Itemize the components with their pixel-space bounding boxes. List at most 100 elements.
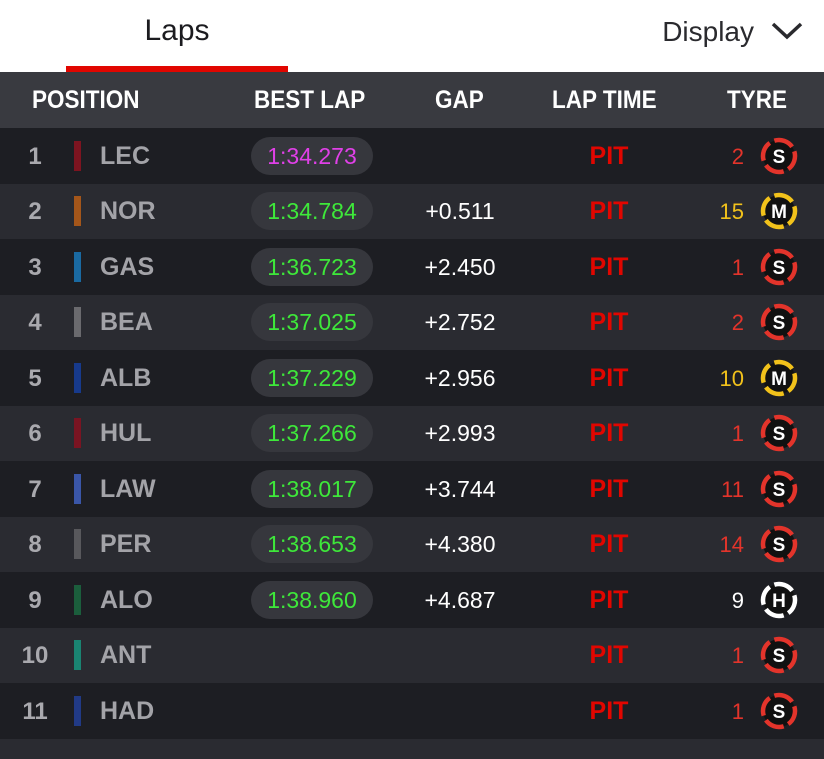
tyre-compound: M [771, 369, 787, 390]
row-bg[interactable] [0, 683, 824, 739]
gap: +2.450 [424, 253, 496, 280]
table-header [0, 72, 824, 128]
tyre-compound: S [773, 313, 786, 334]
column-header: LAP TIME [552, 86, 657, 114]
tyre-laps: 11 [721, 476, 744, 502]
tyre-laps: 10 [719, 365, 744, 391]
driver: ANT [100, 641, 152, 670]
best-lap: 1:37.025 [251, 303, 373, 342]
tyre-circle [760, 304, 798, 341]
team-color [74, 362, 81, 393]
row-bg[interactable] [0, 183, 824, 240]
best-lap: 1:38.017 [251, 469, 373, 508]
lap-time: PIT [589, 308, 629, 337]
position: 4 [28, 309, 42, 337]
position: 8 [28, 531, 42, 559]
tyre-laps: 2 [731, 310, 744, 336]
team-color [74, 529, 81, 560]
lap-time: PIT [589, 252, 629, 281]
lap-time: PIT [589, 474, 629, 503]
driver: LEC [100, 141, 150, 170]
team-color [74, 307, 81, 338]
tyre-compound: S [773, 147, 786, 168]
best-lap: 1:37.266 [251, 414, 373, 453]
column-header: BEST LAP [254, 86, 366, 114]
tyre-icon: S [758, 301, 800, 343]
tyre-laps: 2 [731, 143, 744, 169]
row-bg[interactable] [0, 405, 824, 462]
team-color [74, 640, 81, 671]
lap-time: PIT [589, 419, 629, 448]
tyre-ring: S [760, 248, 798, 285]
tyre-ring: S [760, 470, 798, 507]
position: 7 [28, 475, 42, 503]
column-header: GAP [435, 86, 484, 114]
team-color [74, 584, 81, 615]
tyre-ring: S [760, 415, 798, 452]
tyre-ring: S [760, 137, 798, 174]
best-lap: 1:37.229 [251, 358, 373, 397]
driver: HUL [100, 419, 152, 448]
gap: +3.744 [424, 475, 496, 502]
team-color [74, 140, 81, 171]
tyre-icon: S [758, 135, 800, 177]
driver: BEA [100, 308, 153, 337]
lap-time: PIT [589, 585, 629, 614]
tyre-compound: S [773, 258, 786, 279]
chevron[interactable] [770, 20, 804, 42]
best-lap: 1:34.273 [251, 136, 373, 175]
driver: ALB [100, 363, 152, 392]
tyre-laps: 1 [731, 643, 744, 669]
lap-time: PIT [589, 641, 629, 670]
driver: LAW [100, 474, 156, 503]
tyre-circle [760, 359, 798, 396]
gap: +0.511 [425, 198, 495, 225]
row-bg[interactable] [0, 461, 824, 517]
team-color [74, 695, 81, 726]
row-bg[interactable] [0, 516, 824, 573]
driver: HAD [100, 696, 155, 725]
tyre-laps: 1 [731, 421, 744, 447]
lap-time: PIT [589, 696, 629, 725]
tyre-circle [760, 193, 798, 230]
tyre-ring: S [760, 692, 798, 729]
tyre-ring: M [760, 359, 798, 396]
position: 2 [28, 198, 42, 226]
tyre-circle [760, 248, 798, 285]
tyre-compound: S [773, 424, 786, 445]
driver: NOR [100, 197, 156, 226]
best-lap: 1:38.653 [251, 525, 373, 564]
row-bg[interactable] [0, 294, 824, 351]
laps-tab[interactable]: Laps [144, 14, 210, 47]
team-color [74, 251, 81, 282]
row-bg[interactable] [0, 572, 824, 628]
tyre-circle [760, 692, 798, 729]
lap-time: PIT [589, 363, 629, 392]
tyre-laps: 14 [719, 532, 744, 558]
best-lap: 1:36.723 [251, 247, 373, 286]
lap-time: PIT [589, 530, 629, 559]
row-bg [0, 738, 824, 759]
tyre-compound: H [772, 591, 786, 612]
tyre-circle [760, 470, 798, 507]
tyre-icon: M [758, 190, 800, 232]
tyre-ring: S [760, 304, 798, 341]
tyre-laps: 1 [731, 254, 744, 280]
tyre-icon: H [758, 579, 800, 621]
row-bg[interactable] [0, 627, 824, 684]
tyre-ring: H [760, 581, 798, 618]
best-lap: 1:38.960 [251, 580, 373, 619]
gap: +2.956 [424, 364, 496, 391]
display-menu[interactable]: Display [662, 16, 754, 47]
tyre-circle [760, 137, 798, 174]
position: 1 [28, 142, 42, 170]
tyre-icon: S [758, 690, 800, 732]
gap: +4.380 [424, 531, 496, 558]
tyre-icon: S [758, 634, 800, 676]
tyre-laps: 1 [731, 698, 744, 724]
tyre-compound: S [773, 480, 786, 501]
row-bg[interactable] [0, 239, 824, 295]
row-bg[interactable] [0, 350, 824, 406]
row-bg[interactable] [0, 128, 824, 184]
top-bar [0, 0, 824, 72]
